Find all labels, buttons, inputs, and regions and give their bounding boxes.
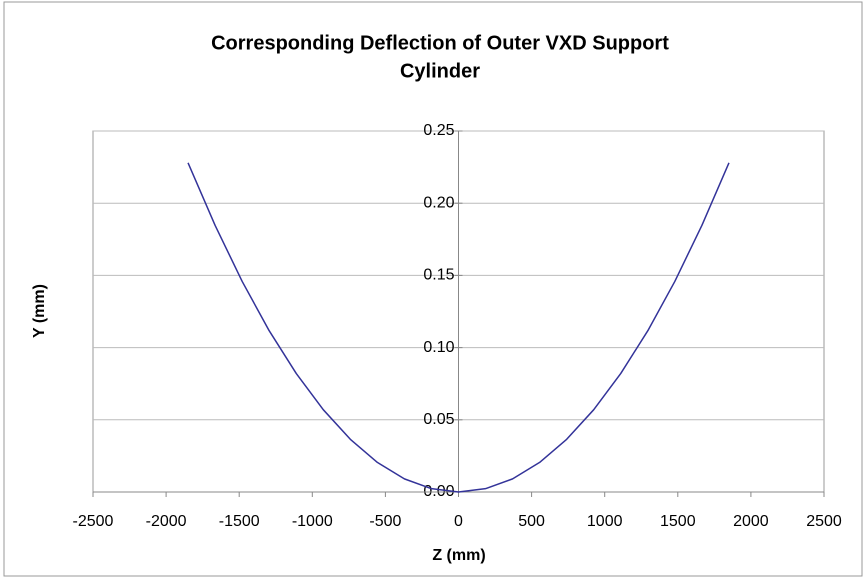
x-tick-label: 1000 [587, 513, 623, 530]
x-tick-label: 500 [518, 513, 545, 530]
chart-title: Cylinder [400, 60, 480, 82]
y-tick-label: 0.05 [423, 411, 454, 428]
x-tick-label: 2000 [733, 513, 769, 530]
x-axis-label: Z (mm) [432, 547, 485, 564]
x-tick-label: 2500 [806, 513, 842, 530]
chart-title: Corresponding Deflection of Outer VXD Su… [211, 32, 669, 54]
x-tick-label: -500 [369, 513, 401, 530]
data-line [187, 162, 730, 493]
x-tick-label: 0 [454, 513, 463, 530]
y-tick-label: 0.15 [423, 267, 454, 284]
y-axis-label: Y (mm) [31, 284, 48, 338]
x-tick-label: -1500 [219, 513, 260, 530]
y-tick-label: 0.25 [423, 122, 454, 139]
x-tick-label: -2000 [146, 513, 187, 530]
x-tick-label: -2500 [73, 513, 114, 530]
x-tick-label: -1000 [292, 513, 333, 530]
y-tick-label: 0.20 [423, 194, 454, 211]
x-tick-label: 1500 [660, 513, 696, 530]
y-tick-label: 0.10 [423, 339, 454, 356]
